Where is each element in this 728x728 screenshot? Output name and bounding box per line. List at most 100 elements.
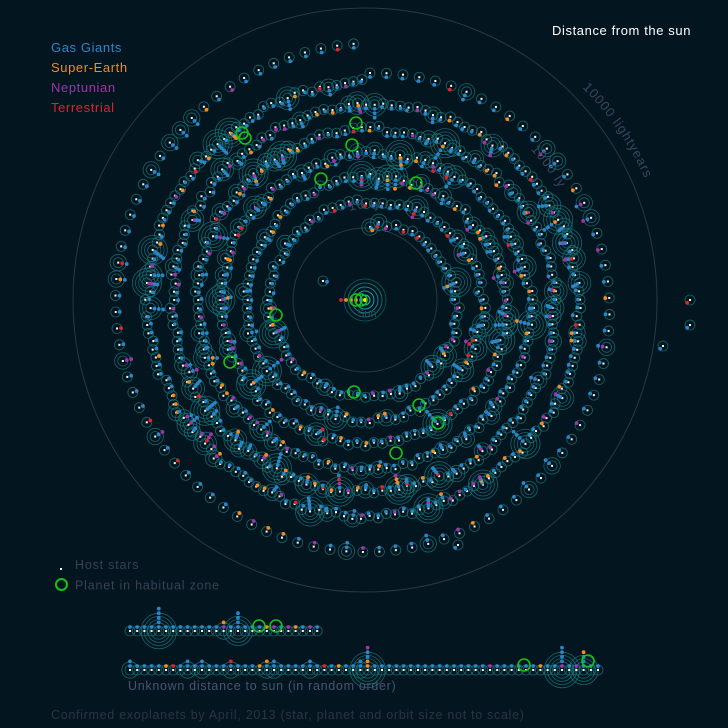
planet-orbit <box>525 389 537 401</box>
host-star <box>476 331 479 334</box>
host-star <box>278 259 281 262</box>
planet-orbit <box>438 221 450 233</box>
host-star <box>334 418 337 421</box>
host-star <box>385 225 388 228</box>
neptunian-planet <box>394 477 399 482</box>
host-star <box>499 400 502 403</box>
planet-orbit <box>282 143 294 155</box>
host-star <box>169 201 172 204</box>
host-star <box>449 232 452 235</box>
gas-giant-planet <box>400 460 405 464</box>
gas-giant-planet <box>210 492 215 497</box>
gas-giant-planet <box>550 401 554 406</box>
host-star <box>219 386 222 389</box>
gas-giant-planet <box>264 422 269 427</box>
planet-orbit <box>381 462 393 474</box>
gas-giant-planet <box>421 428 426 433</box>
host-star <box>344 82 347 85</box>
planet-orbit <box>684 294 696 306</box>
host-star <box>570 438 573 441</box>
planet-orbit <box>390 414 401 425</box>
host-star <box>310 409 313 412</box>
host-star <box>388 669 391 671</box>
gas-giant-planet <box>264 453 269 457</box>
planet-orbit <box>360 145 372 157</box>
gas-giant-planet <box>518 345 523 350</box>
neptunian-planet <box>510 242 515 247</box>
host-star <box>347 491 350 494</box>
gas-giant-planet <box>307 426 312 431</box>
super-earth-planet <box>379 204 384 209</box>
host-star <box>226 434 229 437</box>
host-star <box>407 106 410 109</box>
planet-orbit <box>406 508 418 519</box>
gas-giant-planet <box>296 148 300 153</box>
gas-giant-planet <box>129 357 134 361</box>
planet-orbit <box>451 327 462 339</box>
host-star <box>287 630 290 632</box>
host-star <box>215 95 218 98</box>
gas-giant-planet <box>288 107 293 111</box>
super-earth-planet <box>505 117 510 122</box>
gas-giant-planet <box>366 511 371 516</box>
host-star <box>352 669 355 671</box>
gas-giant-planet <box>376 126 381 131</box>
host-star <box>377 416 380 419</box>
host-star <box>528 488 531 491</box>
terrestrial-planet <box>239 162 244 166</box>
gas-giant-planet <box>242 186 247 191</box>
host-star <box>237 447 240 450</box>
super-earth-planet <box>364 106 368 111</box>
host-star <box>290 476 293 479</box>
host-star <box>436 422 439 425</box>
gas-giant-planet <box>236 615 240 620</box>
gas-giant-planet <box>532 227 537 232</box>
host-star <box>487 168 490 171</box>
gas-giant-planet <box>332 433 336 438</box>
planet-orbit <box>180 208 205 232</box>
host-star <box>436 137 439 140</box>
gas-giant-planet <box>319 50 324 55</box>
gas-giant-planet <box>399 166 404 171</box>
super-earth-planet <box>256 376 261 381</box>
host-star <box>222 630 225 632</box>
host-star <box>509 235 512 238</box>
planet-orbit <box>286 388 297 400</box>
gas-giant-planet <box>569 338 574 343</box>
host-star <box>296 541 299 544</box>
planet-orbit <box>474 224 486 236</box>
gas-giant-planet <box>573 323 578 327</box>
host-star <box>285 450 288 453</box>
gas-giant-planet <box>230 88 235 92</box>
planet-orbit <box>446 142 458 154</box>
host-star <box>385 72 388 75</box>
planet-orbit <box>291 395 303 407</box>
gas-giant-planet <box>388 206 392 210</box>
gas-giant-planet <box>352 179 356 183</box>
gas-giant-planet <box>325 279 329 284</box>
host-star <box>307 429 310 432</box>
planet-orbit <box>242 278 254 290</box>
gas-giant-planet <box>268 366 273 371</box>
gas-giant-planet <box>221 625 226 629</box>
gas-giant-planet <box>578 202 583 207</box>
host-star <box>440 116 443 119</box>
planet-orbit <box>183 366 195 378</box>
planet-orbit <box>473 442 492 460</box>
host-star <box>337 669 340 671</box>
neptunian-planet <box>149 664 154 668</box>
host-star <box>312 545 315 548</box>
super-earth-planet <box>418 375 423 380</box>
host-star <box>351 468 354 471</box>
host-star <box>518 197 521 200</box>
planet-orbit <box>262 294 273 306</box>
planet-orbit <box>262 461 273 473</box>
terrestrial-planet <box>277 328 281 333</box>
host-star <box>595 232 598 235</box>
gas-giant-planet <box>468 458 473 463</box>
host-star <box>234 439 237 442</box>
legend-super-earth: Super-Earth <box>51 60 128 75</box>
gas-giant-planet <box>392 510 397 514</box>
planet-orbit <box>393 435 405 446</box>
gas-giant-planet <box>179 347 183 352</box>
